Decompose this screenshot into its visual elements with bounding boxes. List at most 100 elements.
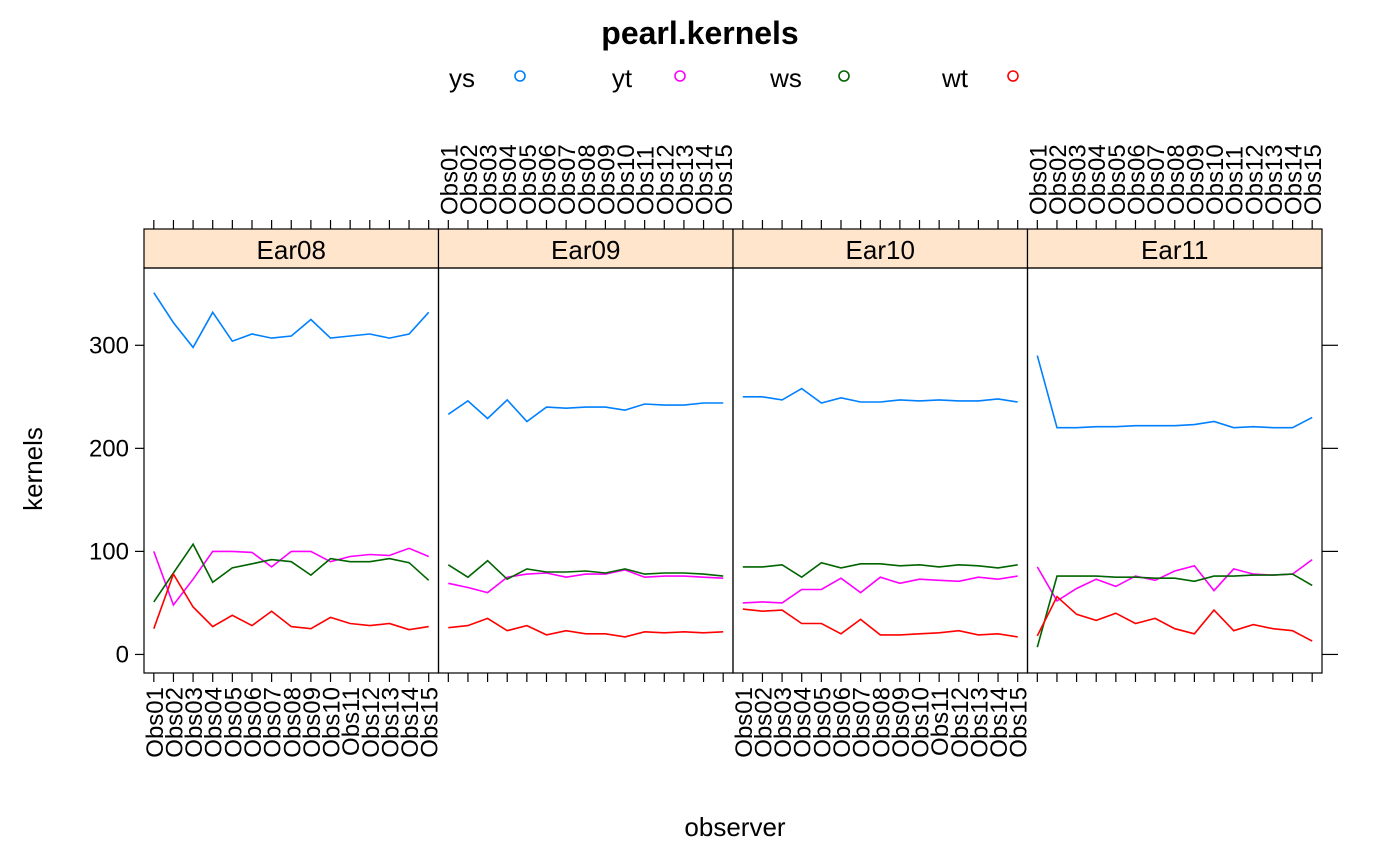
- x-tick-label: Obs06: [829, 687, 856, 758]
- series-line-wt: [742, 608, 1018, 638]
- x-tick-label: Obs14: [692, 144, 719, 215]
- legend-label-wt: wt: [941, 63, 969, 93]
- series-line-yt: [742, 575, 1018, 604]
- x-tick-label: Obs14: [397, 687, 424, 758]
- x-axis-label: observer: [684, 812, 785, 842]
- x-tick-label: Obs08: [1163, 144, 1190, 215]
- x-tick-label: Obs09: [1182, 144, 1209, 215]
- x-tick-label: Obs09: [299, 687, 326, 758]
- x-tick-label: Obs11: [633, 146, 660, 215]
- x-tick-label: Obs07: [1143, 144, 1170, 215]
- series-line-ws: [1036, 573, 1313, 648]
- x-tick-label: Obs05: [1104, 144, 1131, 215]
- series-line-yt: [448, 569, 724, 594]
- series-line-ys: [742, 387, 1018, 404]
- x-tick-label: Obs12: [358, 687, 385, 758]
- x-tick-label: Obs12: [947, 687, 974, 758]
- x-tick-label: Obs01: [1025, 144, 1052, 215]
- x-tick-label: Obs13: [966, 687, 993, 758]
- x-tick-label: Obs06: [240, 687, 267, 758]
- x-tick-label: Obs03: [476, 144, 503, 215]
- series-line-ws: [742, 561, 1018, 579]
- x-tick-label: Obs06: [1123, 144, 1150, 215]
- series-line-ys: [447, 398, 724, 423]
- legend-marker-ws: [838, 70, 850, 82]
- x-tick-label: Obs02: [750, 687, 777, 758]
- y-tick-label: 200: [89, 435, 129, 462]
- x-tick-label: Obs04: [1084, 144, 1111, 215]
- x-tick-label: Obs11: [1222, 146, 1249, 215]
- legend-marker-wt: [1007, 70, 1019, 82]
- x-tick-label: Obs15: [711, 144, 738, 215]
- x-tick-label: Obs13: [672, 144, 699, 215]
- series-line-wt: [1036, 595, 1313, 642]
- x-tick-label: Obs05: [515, 144, 542, 215]
- x-tick-label: Obs05: [220, 687, 247, 758]
- x-tick-label: Obs14: [1281, 144, 1308, 215]
- x-tick-label: Obs15: [417, 687, 444, 758]
- y-tick-label: 300: [89, 332, 129, 359]
- x-tick-label: Obs02: [161, 687, 188, 758]
- x-tick-label: Obs03: [1065, 144, 1092, 215]
- x-tick-label: Obs13: [377, 687, 404, 758]
- x-tick-label: Obs04: [495, 144, 522, 215]
- strip-label: Ear09: [551, 235, 620, 265]
- series-line-ys: [153, 292, 430, 349]
- legend-marker-yt: [674, 70, 686, 82]
- x-tick-label: Obs13: [1261, 144, 1288, 215]
- legend-marker-ys: [514, 70, 526, 82]
- chart-title: pearl.kernels: [601, 15, 798, 51]
- panel-ear10: Ear10 Obs01Obs02Obs03Obs04Obs05Obs06Obs07…: [731, 220, 1033, 758]
- strip-ear09: [437, 228, 734, 269]
- x-tick-label: Obs14: [986, 687, 1013, 758]
- strip-label: Ear11: [1141, 235, 1208, 265]
- x-tick-label: Obs04: [790, 687, 817, 758]
- legend-label-yt: yt: [612, 63, 633, 93]
- x-tick-label: Obs04: [201, 687, 228, 758]
- panel-frame: [1026, 267, 1323, 674]
- x-tick-label: Obs09: [888, 687, 915, 758]
- x-tick-label: Obs11: [927, 687, 954, 756]
- panel-ear09: Ear09 Obs01Obs02Obs03Obs04Obs05Obs06Obs07…: [436, 144, 738, 682]
- y-tick-label: 100: [89, 538, 129, 565]
- x-tick-label: Obs12: [652, 144, 679, 215]
- x-tick-label: Obs10: [613, 144, 640, 215]
- x-tick-label: Obs07: [849, 687, 876, 758]
- x-tick-label: Obs03: [770, 687, 797, 758]
- x-tick-label: Obs01: [731, 687, 758, 758]
- x-tick-label: Obs10: [319, 687, 346, 758]
- x-tick-label: Obs10: [908, 687, 935, 758]
- strip-ear08: [143, 228, 440, 269]
- series-line-wt: [153, 572, 429, 631]
- x-tick-label: Obs03: [181, 687, 208, 758]
- series-line-yt: [153, 547, 430, 607]
- legend-label-ws: ws: [769, 63, 802, 93]
- x-tick-label: Obs11: [338, 687, 365, 756]
- panel-ear11: Ear11 Obs01Obs02Obs03Obs04Obs05Obs06Obs07…: [1025, 144, 1327, 682]
- x-tick-label: Obs08: [279, 687, 306, 758]
- x-tick-label: Obs02: [1045, 144, 1072, 215]
- y-axis: 0 100 200 300: [89, 332, 1338, 668]
- series-line-ws: [447, 559, 724, 581]
- x-tick-label: Obs12: [1241, 144, 1268, 215]
- x-tick-label: Obs15: [1006, 687, 1033, 758]
- x-tick-label: Obs02: [456, 144, 483, 215]
- x-tick-label: Obs01: [436, 144, 463, 215]
- x-tick-label: Obs09: [593, 144, 620, 215]
- x-tick-label: Obs07: [554, 144, 581, 215]
- x-tick-label: Obs08: [574, 144, 601, 215]
- x-tick-label: Obs06: [534, 144, 561, 215]
- panel-frame: [437, 267, 734, 674]
- y-tick-label: 0: [116, 641, 129, 668]
- series-line-yt: [1036, 558, 1313, 603]
- strip-ear11: [1026, 228, 1323, 269]
- strip-label: Ear08: [257, 235, 326, 265]
- x-tick-label: Obs10: [1202, 144, 1229, 215]
- legend: ys yt ws wt: [449, 63, 1019, 93]
- series-line-ys: [1036, 355, 1313, 429]
- x-tick-label: Obs05: [809, 687, 836, 758]
- x-tick-label: Obs08: [868, 687, 895, 758]
- panel-frame: [143, 267, 440, 674]
- panel-frame: [732, 267, 1029, 674]
